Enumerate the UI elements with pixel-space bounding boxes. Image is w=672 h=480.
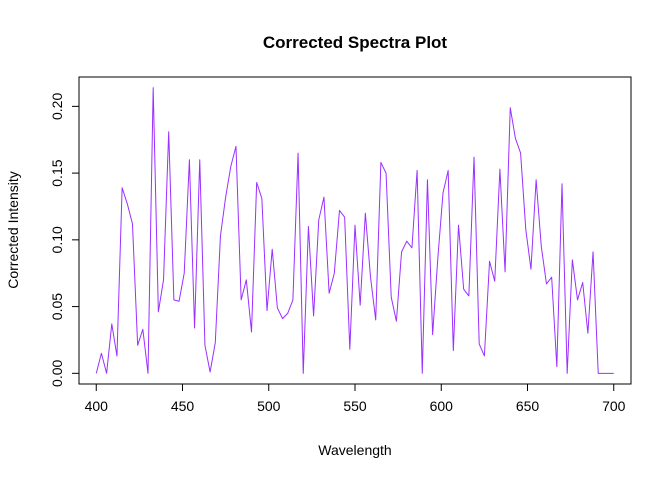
series-layer — [95, 87, 614, 374]
x-tick-label: 600 — [430, 398, 454, 414]
x-tick-label: 400 — [85, 398, 109, 414]
chart-title: Corrected Spectra Plot — [263, 33, 448, 52]
x-tick-label: 650 — [516, 398, 540, 414]
y-tick-label: 0.05 — [49, 293, 65, 320]
y-tick-label: 0.10 — [49, 226, 65, 253]
y-tick-label: 0.00 — [49, 359, 65, 386]
y-axis: 0.00 0.05 0.10 0.15 0.20 — [49, 93, 80, 387]
x-tick-label: 550 — [343, 398, 367, 414]
x-tick-label: 450 — [171, 398, 195, 414]
x-axis: 400 450 500 550 600 650 700 — [85, 383, 626, 414]
x-axis-label: Wavelength — [318, 442, 391, 458]
x-tick-label: 500 — [257, 398, 281, 414]
x-tick-label: 700 — [602, 398, 626, 414]
spectrum-line — [95, 87, 614, 374]
y-tick-label: 0.20 — [49, 93, 65, 120]
y-tick-label: 0.15 — [49, 159, 65, 186]
y-axis-label: Corrected Intensity — [5, 171, 21, 289]
